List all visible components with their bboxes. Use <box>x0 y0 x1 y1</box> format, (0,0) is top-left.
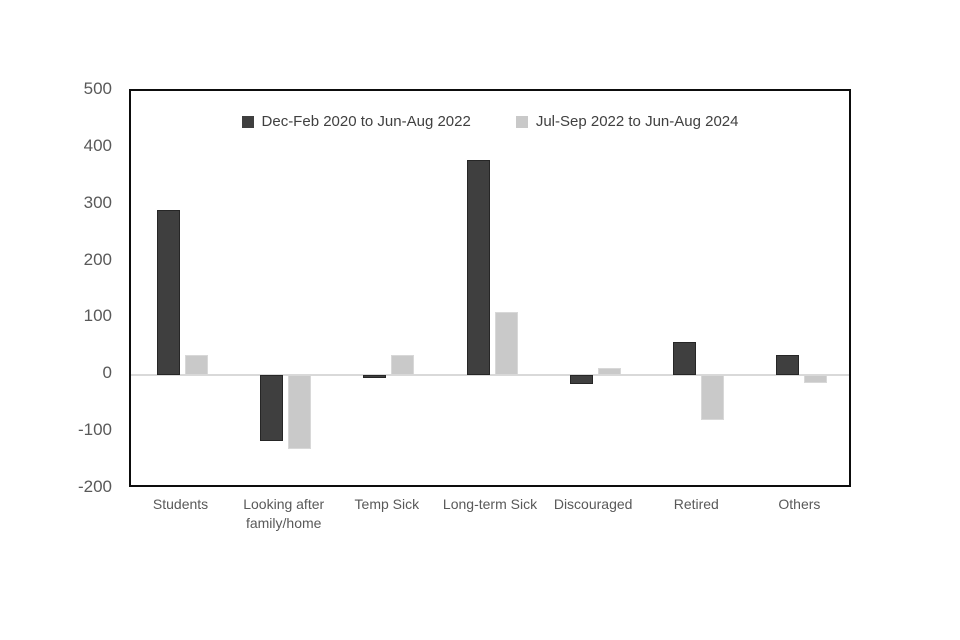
x-category-label: Discouraged <box>553 496 633 512</box>
x-category-label: Others <box>778 496 821 512</box>
x-category-label: Retired <box>673 496 719 512</box>
bar-series2-others <box>803 375 827 383</box>
bar-series2-temp-sick <box>391 355 415 376</box>
bar-series2-long-term-sick <box>494 311 518 376</box>
zero-gridline <box>131 374 849 377</box>
bar-series1-students <box>157 210 181 376</box>
legend-item-series1: Dec-Feb 2020 to Jun-Aug 2022 <box>241 113 471 130</box>
bar-series1-discouraged <box>569 375 593 384</box>
y-tick-label: -200 <box>77 477 112 496</box>
x-category-label: Students <box>152 496 209 512</box>
bar-series2-students <box>185 355 209 376</box>
y-tick-label: 500 <box>83 79 112 98</box>
y-tick-label: 400 <box>83 135 112 155</box>
plot-area <box>129 89 851 487</box>
bar-series1-others <box>775 355 799 376</box>
y-tick-label: 0 <box>102 363 112 383</box>
legend-swatch-icon <box>241 115 254 128</box>
legend-label: Dec-Feb 2020 to Jun-Aug 2022 <box>261 113 471 130</box>
legend-item-series2: Jul-Sep 2022 to Jun-Aug 2024 <box>515 113 739 130</box>
legend-label: Jul-Sep 2022 to Jun-Aug 2024 <box>535 113 739 130</box>
y-tick-label: 200 <box>83 249 112 269</box>
y-tick-label: 100 <box>83 306 112 326</box>
bar-series1-retired <box>672 342 696 376</box>
bar-series1-long-term-sick <box>466 160 490 376</box>
y-tick-label: -100 <box>77 420 112 440</box>
bar-series2-retired <box>700 375 724 420</box>
x-category-label: Temp Sick <box>354 496 420 512</box>
x-category-label: Long-term Sick <box>442 496 538 512</box>
chart-legend: Dec-Feb 2020 to Jun-Aug 2022 Jul-Sep 2022… <box>129 113 851 130</box>
x-category-label: Looking after family/home <box>243 496 325 531</box>
bar-series2-discouraged <box>597 368 621 376</box>
bar-series1-temp-sick <box>363 375 387 379</box>
bar-series1-looking-after-family-home <box>260 375 284 441</box>
bar-series2-looking-after-family-home <box>288 375 312 450</box>
y-tick-label: 300 <box>83 192 112 212</box>
legend-swatch-icon <box>515 115 528 128</box>
